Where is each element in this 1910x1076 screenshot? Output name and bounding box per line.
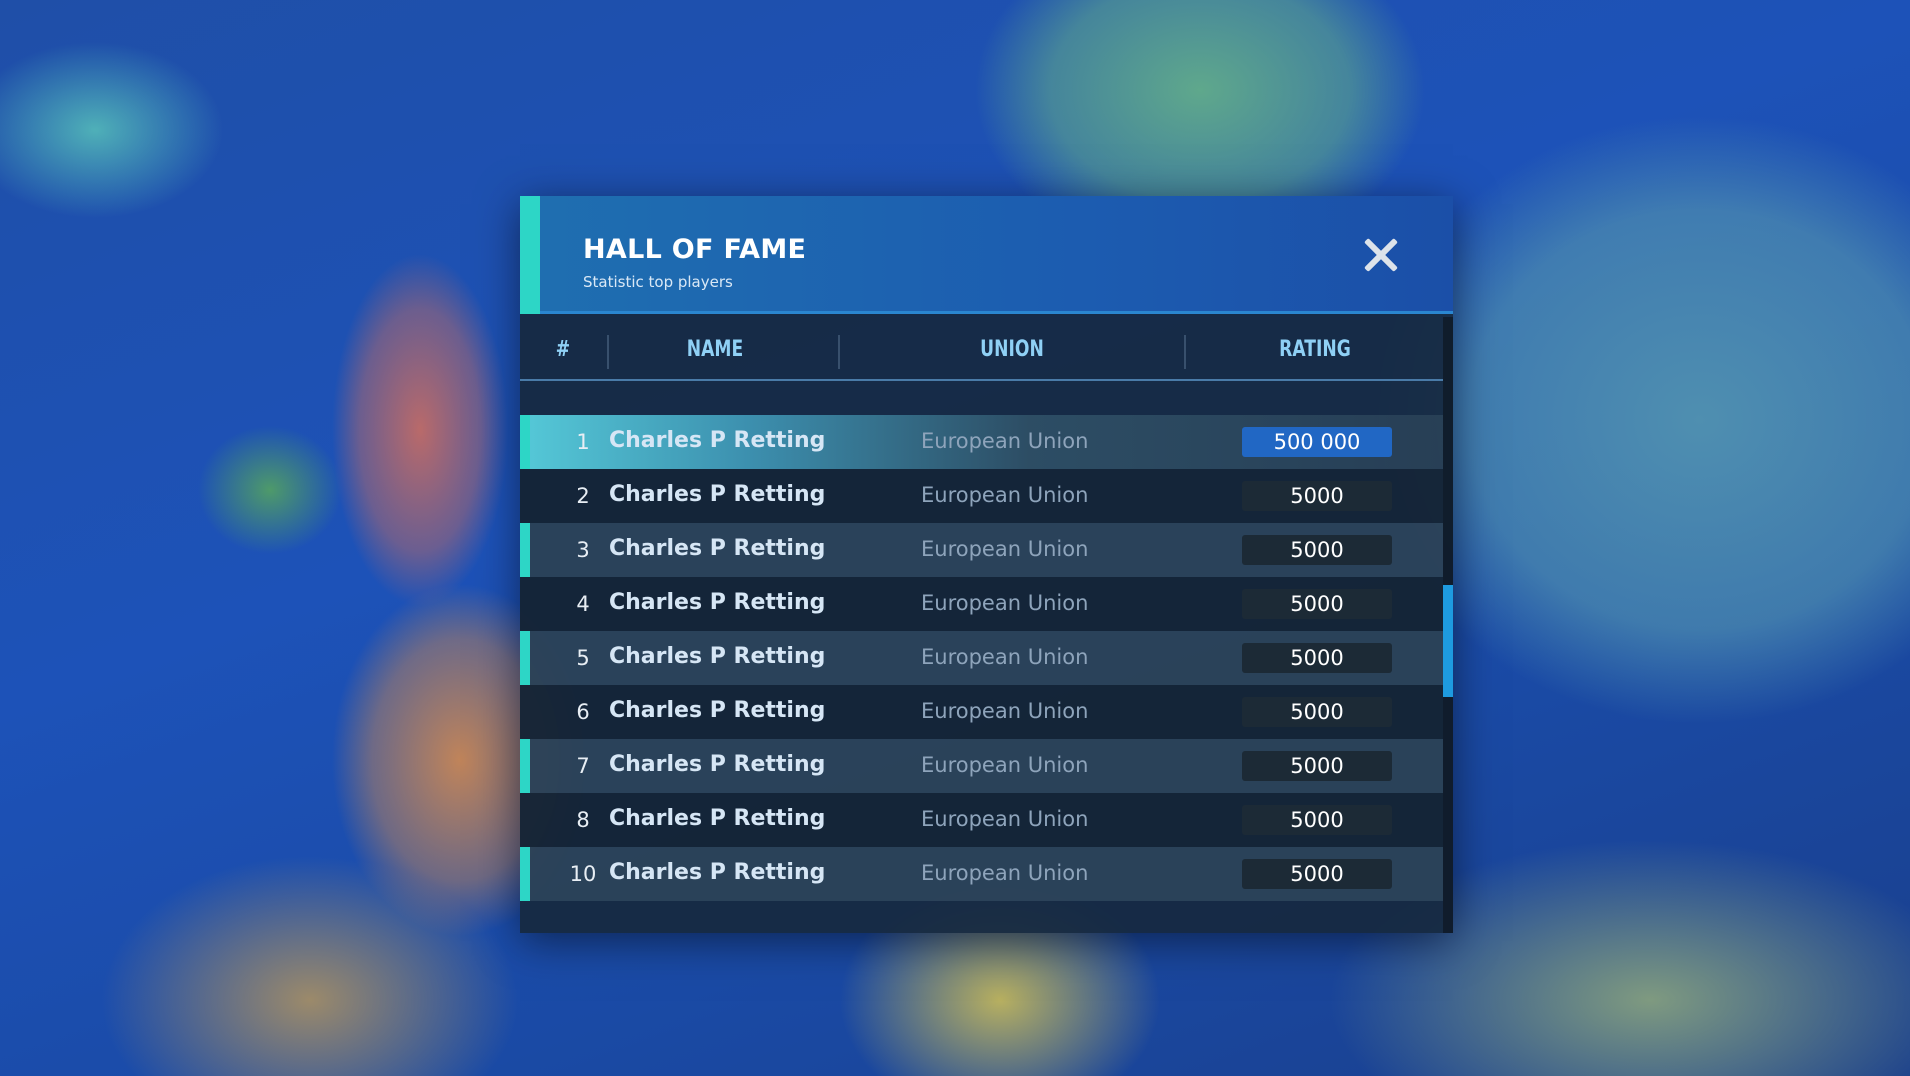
row-accent-marker bbox=[520, 415, 530, 469]
rating-badge: 5000 bbox=[1242, 535, 1392, 565]
dialog-title: HALL OF FAME bbox=[583, 234, 807, 265]
column-union[interactable]: UNION bbox=[980, 337, 1044, 362]
table-row[interactable]: 7 Charles P Retting European Union 5000 bbox=[520, 739, 1443, 793]
column-rating[interactable]: RATING bbox=[1279, 337, 1351, 362]
table-row[interactable]: 4 Charles P Retting European Union 5000 bbox=[520, 577, 1443, 631]
rating-badge: 5000 bbox=[1242, 481, 1392, 511]
rank-cell: 8 bbox=[576, 808, 590, 832]
dialog-subtitle: Statistic top players bbox=[583, 273, 733, 291]
player-name: Charles P Retting bbox=[609, 860, 826, 885]
rank-cell: 1 bbox=[576, 430, 590, 454]
union-cell: European Union bbox=[921, 807, 1089, 831]
table-row[interactable]: 6 Charles P Retting European Union 5000 bbox=[520, 685, 1443, 739]
column-rank[interactable]: # bbox=[555, 337, 571, 362]
table-row[interactable]: 5 Charles P Retting European Union 5000 bbox=[520, 631, 1443, 685]
player-name: Charles P Retting bbox=[609, 482, 826, 507]
player-name: Charles P Retting bbox=[609, 590, 826, 615]
rating-badge: 5000 bbox=[1242, 751, 1392, 781]
rank-cell: 5 bbox=[576, 646, 590, 670]
player-name: Charles P Retting bbox=[609, 698, 826, 723]
rating-badge: 5000 bbox=[1242, 589, 1392, 619]
union-cell: European Union bbox=[921, 591, 1089, 615]
rank-cell: 6 bbox=[576, 700, 590, 724]
row-accent-marker bbox=[520, 739, 530, 793]
player-name: Charles P Retting bbox=[609, 644, 826, 669]
column-divider bbox=[1184, 335, 1186, 369]
column-name[interactable]: NAME bbox=[686, 337, 744, 362]
union-cell: European Union bbox=[921, 861, 1089, 885]
table-row[interactable]: 1 Charles P Retting European Union 500 0… bbox=[520, 415, 1443, 469]
table-row[interactable]: 2 Charles P Retting European Union 5000 bbox=[520, 469, 1443, 523]
row-accent-marker bbox=[520, 847, 530, 901]
rating-badge: 5000 bbox=[1242, 697, 1392, 727]
rating-badge: 5000 bbox=[1242, 805, 1392, 835]
player-name: Charles P Retting bbox=[609, 536, 826, 561]
rank-cell: 3 bbox=[576, 538, 590, 562]
rank-cell: 4 bbox=[576, 592, 590, 616]
dialog-header: HALL OF FAME Statistic top players bbox=[520, 196, 1453, 314]
union-cell: European Union bbox=[921, 537, 1089, 561]
rating-badge: 500 000 bbox=[1242, 427, 1392, 457]
hall-of-fame-dialog: HALL OF FAME Statistic top players # NAM… bbox=[520, 196, 1453, 933]
rating-badge: 5000 bbox=[1242, 859, 1392, 889]
player-name: Charles P Retting bbox=[609, 752, 826, 777]
row-accent-marker bbox=[520, 523, 530, 577]
player-name: Charles P Retting bbox=[609, 806, 826, 831]
union-cell: European Union bbox=[921, 429, 1089, 453]
rank-cell: 2 bbox=[576, 484, 590, 508]
table-row[interactable]: 3 Charles P Retting European Union 5000 bbox=[520, 523, 1443, 577]
close-icon[interactable] bbox=[1362, 236, 1400, 274]
column-divider bbox=[607, 335, 609, 369]
rating-badge: 5000 bbox=[1242, 643, 1392, 673]
union-cell: European Union bbox=[921, 645, 1089, 669]
column-divider bbox=[838, 335, 840, 369]
table-header: # NAME UNION RATING bbox=[520, 317, 1443, 381]
scrollbar[interactable] bbox=[1443, 317, 1453, 933]
union-cell: European Union bbox=[921, 699, 1089, 723]
table-row[interactable]: 10 Charles P Retting European Union 5000 bbox=[520, 847, 1443, 901]
rank-cell: 10 bbox=[569, 862, 597, 886]
union-cell: European Union bbox=[921, 753, 1089, 777]
union-cell: European Union bbox=[921, 483, 1089, 507]
header-accent-bar bbox=[520, 196, 540, 314]
table-row[interactable]: 8 Charles P Retting European Union 5000 bbox=[520, 793, 1443, 847]
rank-cell: 7 bbox=[576, 754, 590, 778]
scrollbar-thumb[interactable] bbox=[1443, 585, 1453, 697]
row-accent-marker bbox=[520, 631, 530, 685]
player-name: Charles P Retting bbox=[609, 428, 826, 453]
